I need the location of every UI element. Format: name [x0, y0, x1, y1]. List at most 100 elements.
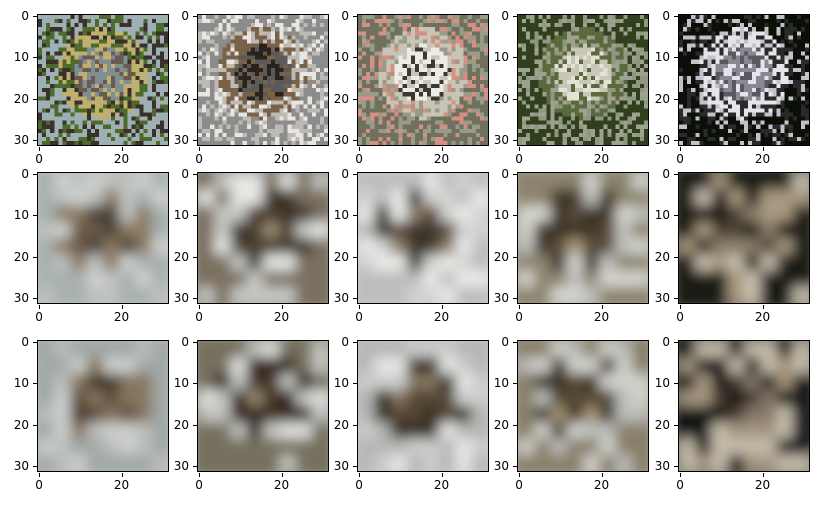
image-panel-goose-on-water: 0 10 20 30 0 20 — [14, 9, 169, 166]
image-frame — [357, 340, 489, 472]
y-tick-label: 20 — [644, 92, 678, 106]
image-panel-canada-goose-grayscale-bg: 0 10 20 30 0 20 — [174, 9, 329, 166]
y-tick-label: 10 — [483, 376, 517, 390]
y-tick-label: 20 — [483, 92, 517, 106]
y-tick-label: 10 — [163, 50, 197, 64]
y-tick-label: 10 — [163, 208, 197, 222]
x-tick-label: 20 — [267, 147, 297, 166]
x-tick-label: 20 — [587, 473, 617, 492]
y-tick-label: 10 — [323, 50, 357, 64]
image-frame — [197, 172, 329, 304]
y-tick-label: 30 — [483, 459, 517, 473]
y-tick-label: 0 — [3, 335, 37, 349]
image-frame — [37, 172, 169, 304]
image-frame — [517, 340, 649, 472]
y-tick-label: 0 — [3, 9, 37, 23]
image-frame — [197, 14, 329, 146]
y-tick-label: 10 — [483, 50, 517, 64]
image-panel-blurred-goose-2: 0 10 20 30 0 20 — [14, 335, 169, 492]
y-tick-label: 20 — [163, 418, 197, 432]
y-tick-label: 20 — [483, 250, 517, 264]
y-tick-label: 0 — [323, 335, 357, 349]
y-tick-label: 0 — [163, 9, 197, 23]
x-tick-label: 20 — [427, 473, 457, 492]
x-tick-label: 0 — [665, 305, 695, 324]
y-tick-label: 10 — [3, 50, 37, 64]
image-frame — [357, 172, 489, 304]
y-tick-label: 30 — [163, 459, 197, 473]
x-tick-label: 0 — [665, 147, 695, 166]
x-tick-label: 0 — [504, 305, 534, 324]
y-tick-label: 0 — [644, 335, 678, 349]
x-tick-label: 0 — [504, 473, 534, 492]
y-tick-label: 30 — [3, 133, 37, 147]
x-tick-label: 20 — [427, 147, 457, 166]
y-tick-label: 20 — [163, 250, 197, 264]
x-tick-label: 20 — [107, 147, 137, 166]
x-tick-label: 20 — [267, 473, 297, 492]
y-tick-label: 30 — [483, 291, 517, 305]
x-tick-label: 20 — [107, 305, 137, 324]
y-tick-label: 0 — [163, 335, 197, 349]
y-tick-label: 30 — [644, 133, 678, 147]
image-frame — [678, 14, 810, 146]
x-tick-label: 20 — [748, 305, 778, 324]
y-tick-label: 20 — [3, 250, 37, 264]
image-frame — [37, 340, 169, 472]
y-tick-label: 20 — [644, 418, 678, 432]
y-tick-label: 10 — [323, 376, 357, 390]
x-tick-label: 0 — [24, 147, 54, 166]
x-tick-label: 0 — [24, 473, 54, 492]
image-frame — [197, 340, 329, 472]
y-tick-label: 0 — [644, 9, 678, 23]
y-tick-label: 10 — [3, 376, 37, 390]
image-panel-blurred-flowers: 0 10 20 30 0 20 — [494, 167, 649, 324]
y-tick-label: 10 — [323, 208, 357, 222]
y-tick-label: 30 — [163, 291, 197, 305]
x-tick-label: 0 — [344, 473, 374, 492]
y-tick-label: 0 — [323, 167, 357, 181]
y-tick-label: 30 — [3, 459, 37, 473]
image-panel-blurred-canada-goose: 0 10 20 30 0 20 — [174, 167, 329, 324]
x-tick-label: 0 — [184, 147, 214, 166]
y-tick-label: 10 — [644, 376, 678, 390]
y-tick-label: 10 — [644, 50, 678, 64]
y-tick-label: 10 — [644, 208, 678, 222]
image-frame — [357, 14, 489, 146]
y-tick-label: 30 — [644, 459, 678, 473]
y-tick-label: 0 — [483, 9, 517, 23]
image-panel-white-flowers-bush: 0 10 20 30 0 20 — [494, 9, 649, 166]
x-tick-label: 20 — [587, 147, 617, 166]
x-tick-label: 20 — [587, 305, 617, 324]
y-tick-label: 20 — [483, 418, 517, 432]
y-tick-label: 30 — [323, 459, 357, 473]
y-tick-label: 30 — [323, 133, 357, 147]
image-panel-blurred-flowers-2: 0 10 20 30 0 20 — [494, 335, 649, 492]
image-panel-blurred-rabbit-2: 0 10 20 30 0 20 — [655, 335, 810, 492]
image-panel-blurred-goose: 0 10 20 30 0 20 — [14, 167, 169, 324]
image-panel-blurred-rabbit: 0 10 20 30 0 20 — [655, 167, 810, 324]
image-panel-gray-rabbit-dark-bg: 0 10 20 30 0 20 — [655, 9, 810, 166]
x-tick-label: 0 — [665, 473, 695, 492]
y-tick-label: 0 — [483, 167, 517, 181]
x-tick-label: 0 — [344, 305, 374, 324]
y-tick-label: 20 — [323, 92, 357, 106]
image-frame — [37, 14, 169, 146]
image-panel-blurred-canada-goose-2: 0 10 20 30 0 20 — [174, 335, 329, 492]
x-tick-label: 20 — [427, 305, 457, 324]
image-frame — [517, 172, 649, 304]
x-tick-label: 0 — [344, 147, 374, 166]
x-tick-label: 20 — [107, 473, 137, 492]
y-tick-label: 0 — [483, 335, 517, 349]
y-tick-label: 0 — [3, 167, 37, 181]
x-tick-label: 20 — [267, 305, 297, 324]
y-tick-label: 10 — [163, 376, 197, 390]
y-tick-label: 20 — [323, 250, 357, 264]
y-tick-label: 20 — [163, 92, 197, 106]
image-frame — [517, 14, 649, 146]
y-tick-label: 0 — [323, 9, 357, 23]
y-tick-label: 10 — [3, 208, 37, 222]
image-panel-blurred-white-goose-2: 0 10 20 30 0 20 — [334, 335, 489, 492]
image-panel-white-goose-head: 0 10 20 30 0 20 — [334, 9, 489, 166]
